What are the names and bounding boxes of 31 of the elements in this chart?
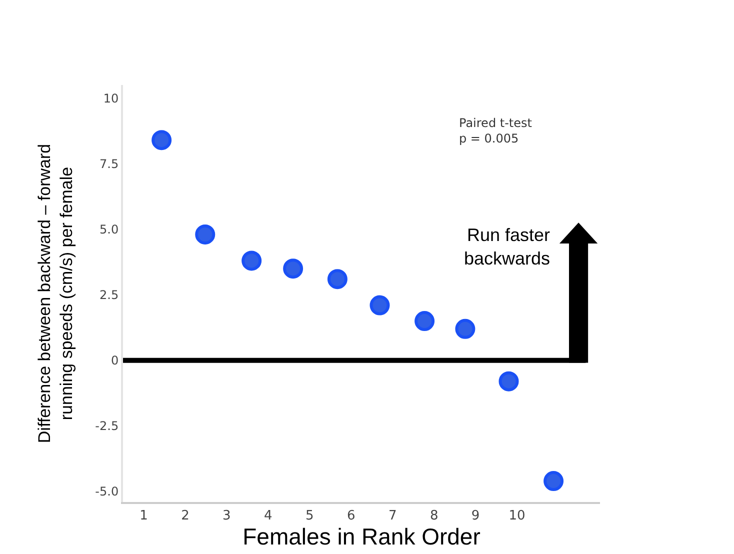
- y-tick-label: 0: [110, 354, 119, 368]
- y-tick-label: 10: [103, 91, 119, 106]
- point: [544, 471, 564, 492]
- y-tick-label: 2.5: [100, 288, 119, 302]
- x-tick-label: 10: [508, 508, 526, 524]
- x-tick-label: 7: [388, 508, 397, 524]
- point: [283, 258, 304, 279]
- annotation: Paired t-test p = 0.005: [459, 116, 532, 146]
- x-tick-label: 9: [471, 508, 480, 524]
- point: [242, 250, 262, 271]
- x-tick-label: 4: [264, 508, 272, 524]
- point: [498, 371, 519, 392]
- x-tick-label: 3: [222, 508, 231, 524]
- x-tick-label: 1: [140, 508, 148, 524]
- x-axis-title: Females in Rank Order: [242, 524, 481, 550]
- y-tick-label: 7.5: [100, 156, 119, 171]
- point: [195, 224, 216, 244]
- annotation: Run faster backwards: [464, 225, 550, 268]
- point: [152, 130, 172, 150]
- point: [455, 318, 476, 339]
- x-tick-label: 5: [306, 508, 314, 524]
- point: [370, 295, 390, 316]
- y-tick-label: -2.5: [95, 419, 119, 434]
- x-tick-label: 8: [430, 508, 438, 524]
- y-tick-label: 5.0: [100, 222, 119, 236]
- x-tick-label: 6: [346, 508, 356, 524]
- x-tick-label: 2: [181, 508, 190, 524]
- y-axis-title: Difference between backward – forward running speeds (cm/s) per female: [35, 144, 76, 444]
- point: [327, 269, 348, 290]
- y-tick-label: -5.0: [95, 484, 119, 499]
- point: [414, 311, 435, 332]
